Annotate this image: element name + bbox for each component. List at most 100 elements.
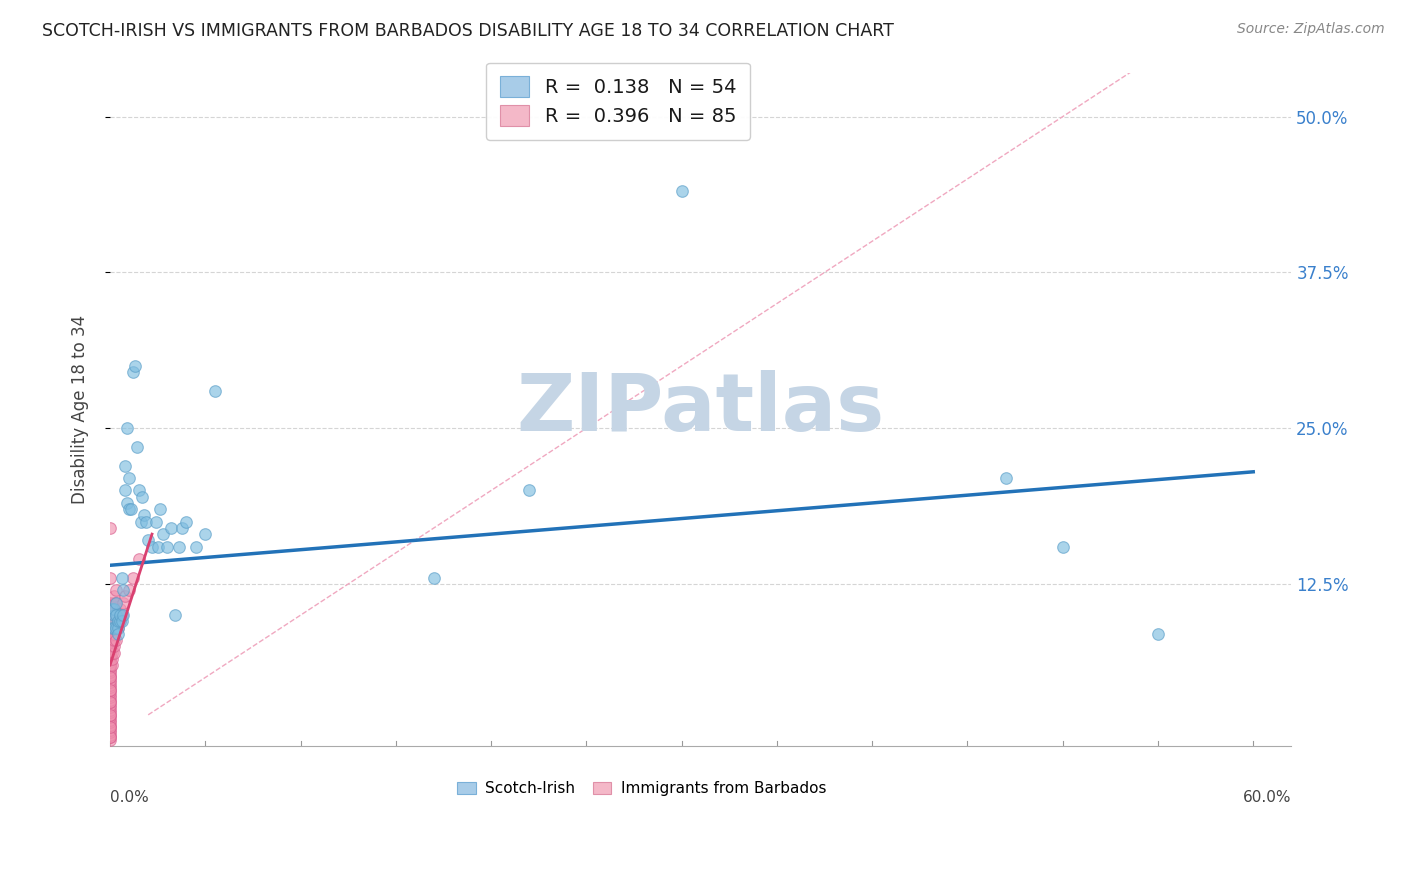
Point bbox=[98, 657, 121, 672]
Point bbox=[136, 533, 159, 548]
Point bbox=[98, 665, 121, 680]
Point bbox=[98, 728, 121, 742]
Point bbox=[98, 681, 121, 695]
Point bbox=[146, 540, 169, 554]
Point bbox=[98, 596, 121, 610]
Point bbox=[103, 602, 125, 616]
Point bbox=[98, 682, 121, 697]
Point bbox=[110, 615, 132, 629]
Text: 0.0%: 0.0% bbox=[110, 789, 149, 805]
Point bbox=[98, 725, 121, 739]
Point bbox=[98, 660, 121, 674]
Point bbox=[98, 720, 121, 734]
Point bbox=[103, 596, 125, 610]
Point bbox=[98, 695, 121, 709]
Text: SCOTCH-IRISH VS IMMIGRANTS FROM BARBADOS DISABILITY AGE 18 TO 34 CORRELATION CHA: SCOTCH-IRISH VS IMMIGRANTS FROM BARBADOS… bbox=[42, 22, 894, 40]
Point bbox=[128, 483, 150, 498]
Point bbox=[98, 707, 121, 722]
Point bbox=[115, 496, 138, 510]
Point bbox=[98, 732, 121, 747]
Point bbox=[101, 602, 124, 616]
Point bbox=[98, 693, 121, 707]
Point bbox=[98, 718, 121, 732]
Point bbox=[98, 682, 121, 697]
Point bbox=[174, 515, 197, 529]
Point bbox=[194, 527, 217, 541]
Point bbox=[167, 540, 190, 554]
Point bbox=[184, 540, 207, 554]
Point bbox=[103, 608, 125, 623]
Point bbox=[118, 583, 141, 598]
Point bbox=[110, 571, 132, 585]
Point bbox=[101, 657, 124, 672]
Point bbox=[131, 490, 153, 504]
Text: 60.0%: 60.0% bbox=[1243, 789, 1291, 805]
Point bbox=[98, 608, 121, 623]
Point bbox=[172, 521, 194, 535]
Point bbox=[103, 621, 125, 635]
Point bbox=[104, 633, 127, 648]
Point bbox=[98, 656, 121, 670]
Point bbox=[98, 698, 121, 712]
Point bbox=[145, 515, 167, 529]
Point bbox=[98, 657, 121, 672]
Point bbox=[104, 621, 127, 635]
Point bbox=[108, 615, 131, 629]
Point bbox=[98, 720, 121, 734]
Point bbox=[98, 633, 121, 648]
Point bbox=[163, 608, 186, 623]
Point bbox=[1052, 540, 1074, 554]
Point bbox=[120, 502, 142, 516]
Point bbox=[98, 678, 121, 692]
Point bbox=[110, 608, 132, 623]
Point bbox=[98, 685, 121, 699]
Point bbox=[98, 688, 121, 702]
Point bbox=[98, 703, 121, 717]
Point bbox=[114, 483, 136, 498]
Point bbox=[98, 723, 121, 737]
Point bbox=[98, 653, 121, 667]
Point bbox=[994, 471, 1017, 485]
Text: Source: ZipAtlas.com: Source: ZipAtlas.com bbox=[1237, 22, 1385, 37]
Point bbox=[98, 675, 121, 690]
Point bbox=[107, 615, 129, 629]
Point bbox=[122, 365, 145, 379]
Point bbox=[124, 359, 146, 373]
Point bbox=[101, 640, 124, 654]
Point bbox=[103, 615, 125, 629]
Point bbox=[112, 583, 135, 598]
Point bbox=[108, 608, 131, 623]
Point bbox=[98, 663, 121, 677]
Point bbox=[128, 552, 150, 566]
Point bbox=[98, 646, 121, 660]
Point bbox=[101, 608, 124, 623]
Point bbox=[104, 621, 127, 635]
Point bbox=[98, 670, 121, 684]
Point bbox=[104, 596, 127, 610]
Point bbox=[98, 646, 121, 660]
Point bbox=[107, 621, 129, 635]
Point bbox=[101, 602, 124, 616]
Point bbox=[101, 633, 124, 648]
Text: ZIPatlas: ZIPatlas bbox=[516, 370, 884, 449]
Point bbox=[125, 440, 148, 454]
Point bbox=[1147, 627, 1170, 641]
Point bbox=[103, 590, 125, 604]
Legend: Scotch-Irish, Immigrants from Barbados: Scotch-Irish, Immigrants from Barbados bbox=[451, 775, 832, 802]
Point bbox=[101, 646, 124, 660]
Point bbox=[103, 608, 125, 623]
Point bbox=[98, 695, 121, 709]
Point bbox=[101, 621, 124, 635]
Point bbox=[107, 621, 129, 635]
Y-axis label: Disability Age 18 to 34: Disability Age 18 to 34 bbox=[72, 315, 89, 504]
Point bbox=[98, 715, 121, 730]
Point bbox=[98, 690, 121, 705]
Point bbox=[122, 571, 145, 585]
Point bbox=[107, 608, 129, 623]
Point bbox=[423, 571, 446, 585]
Point bbox=[98, 706, 121, 720]
Point bbox=[118, 502, 141, 516]
Point bbox=[98, 571, 121, 585]
Point bbox=[118, 471, 141, 485]
Point bbox=[134, 508, 156, 523]
